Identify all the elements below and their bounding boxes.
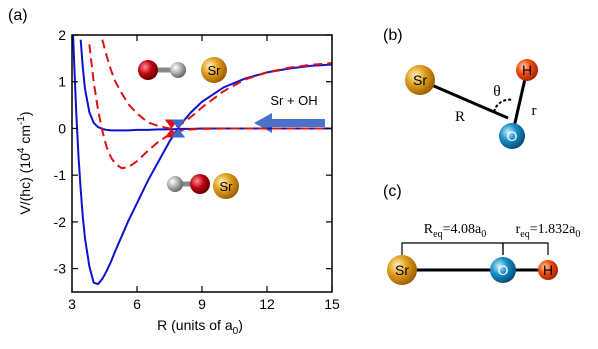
y-tick-label: -3 xyxy=(54,261,67,277)
crossing-marker xyxy=(171,119,186,138)
distance-label: Req=4.08a0 xyxy=(424,222,486,240)
label-sub: 0 xyxy=(575,229,580,240)
atom-label: Sr xyxy=(220,179,234,194)
x-label-part: R (units of a xyxy=(157,317,233,333)
x-tick-label: 6 xyxy=(133,296,141,312)
label-part: r xyxy=(516,222,521,237)
distance-label: R xyxy=(455,109,465,125)
diagram-c: (c) Sr O H Req=4.08a0 req=1.832a0 xyxy=(383,183,580,285)
chart-a: (a) V/(hc) (104 cm-1) R (units of a0) Sr… xyxy=(8,7,340,337)
atom-label: Sr xyxy=(395,262,409,278)
y-label-part: V/(hc) (10 xyxy=(17,153,33,215)
distance-label: req=1.832a0 xyxy=(516,222,581,240)
molecule-lower: Sr xyxy=(167,173,239,199)
angle-label: θ xyxy=(493,83,501,100)
y-axis-label: V/(hc) (104 cm-1) xyxy=(16,111,33,214)
label-sub: eq xyxy=(433,229,442,240)
arrow-label: Sr + OH xyxy=(270,93,317,108)
atom-label: H xyxy=(522,62,532,78)
y-tick-label: -1 xyxy=(54,167,67,183)
diagram-b: (b) Sr H O θ R r xyxy=(383,27,538,149)
y-label-sup: 4 xyxy=(16,147,27,153)
panel-label: (b) xyxy=(383,27,403,44)
x-tick-label: 9 xyxy=(198,296,206,312)
y-tick-label: -2 xyxy=(54,214,67,230)
x-tick-label: 15 xyxy=(324,296,340,312)
y-label-part: ) xyxy=(17,111,33,116)
line-series xyxy=(79,39,332,132)
y-tick-label: 1 xyxy=(58,74,66,90)
label-part: =4.08a xyxy=(443,222,482,237)
label-sub: 0 xyxy=(481,229,486,240)
atom-label: O xyxy=(498,262,509,278)
x-label-part: ) xyxy=(238,317,243,333)
plot-area xyxy=(72,35,332,286)
panel-label: (a) xyxy=(8,7,28,24)
x-label-sub: 0 xyxy=(233,326,239,337)
y-label-sup: -1 xyxy=(16,116,27,125)
molecule-upper: Sr xyxy=(138,57,227,83)
arrow xyxy=(254,113,325,133)
panel-label: (c) xyxy=(383,183,402,200)
atom-label: Sr xyxy=(208,63,222,78)
label-part: =1.832a xyxy=(530,222,576,237)
line-series xyxy=(72,35,332,286)
atom-label: O xyxy=(507,128,518,144)
line-series xyxy=(88,44,332,170)
x-tick-label: 3 xyxy=(68,296,76,312)
y-tick-label: 0 xyxy=(58,120,66,136)
line-series xyxy=(101,39,332,130)
distance-label: r xyxy=(532,103,537,119)
label-sub: eq xyxy=(520,229,529,240)
y-tick-label: 2 xyxy=(58,27,66,43)
label-part: R xyxy=(424,222,434,237)
atom-label: Sr xyxy=(413,72,427,88)
atom-label: H xyxy=(543,262,553,278)
x-axis-label: R (units of a0) xyxy=(157,317,243,337)
y-label-part: cm xyxy=(17,125,33,148)
x-tick-label: 12 xyxy=(259,296,275,312)
